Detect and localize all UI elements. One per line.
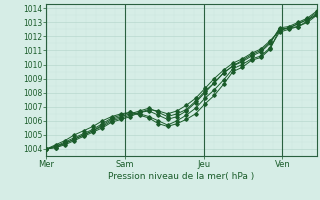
X-axis label: Pression niveau de la mer( hPa ): Pression niveau de la mer( hPa ) [108, 172, 255, 181]
